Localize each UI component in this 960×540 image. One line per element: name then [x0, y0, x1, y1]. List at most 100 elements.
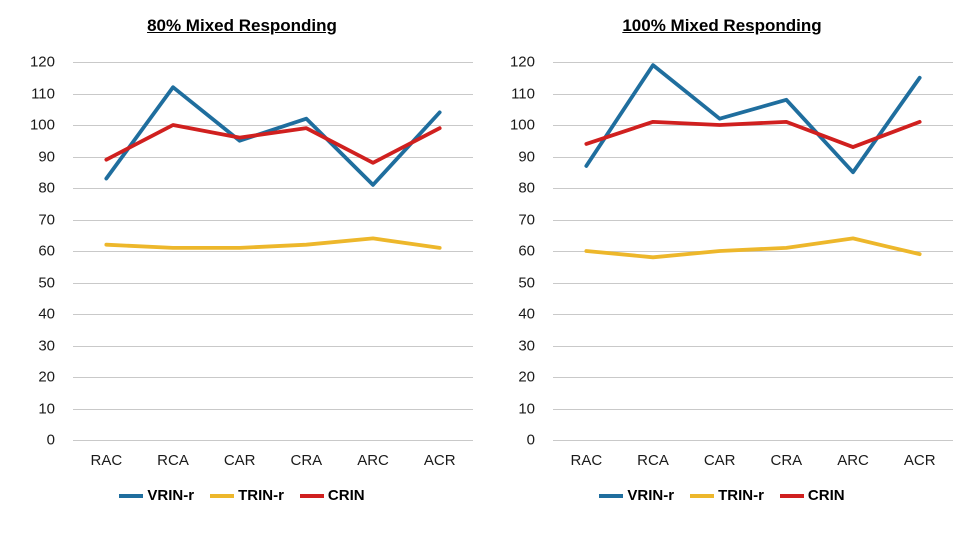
legend-item-trin-r: TRIN-r	[690, 487, 764, 504]
gridline	[553, 282, 953, 284]
y-axis-tick-labels: 0 10 20 30 40 50 60 70 80 90 100 110 120	[6, 54, 55, 449]
legend-item-trin-r: TRIN-r	[210, 487, 284, 504]
legend-line-swatch	[779, 493, 804, 498]
chart-80-percent-mixed-responding: 80% Mixed Responding 0 10 20 30 40 50 60 70 80 90…	[6, 0, 478, 540]
chart-title: 80% Mixed Responding	[147, 16, 337, 35]
x-axis-tick-labels: RAC RCA CAR CRA ARC ACR	[553, 452, 953, 469]
chart-title: 100% Mixed Responding	[622, 16, 822, 35]
gridline	[553, 345, 953, 347]
gridline	[553, 93, 953, 95]
gridline	[73, 125, 473, 126]
y-tick-label: 10	[38, 400, 55, 417]
legend-label: VRIN-r	[147, 487, 195, 504]
legend-label: CRIN	[807, 487, 845, 504]
gridline	[553, 408, 953, 410]
y-tick-label: 20	[38, 368, 55, 386]
series-line-vrin-r	[584, 63, 922, 175]
y-tick-label: 20	[518, 368, 535, 386]
gridline	[73, 377, 473, 378]
y-tick-label: 100	[29, 116, 55, 134]
legend: VRIN-r TRIN-r CRIN	[486, 487, 958, 504]
y-tick-label: 70	[518, 211, 535, 228]
gridline	[73, 282, 473, 284]
legend-line-swatch	[690, 493, 715, 498]
y-tick-label: 110	[31, 85, 55, 102]
gridline	[73, 62, 473, 63]
series-line-crin	[584, 119, 922, 149]
gridline	[553, 314, 953, 315]
legend-label: VRIN-r	[627, 487, 675, 504]
gridline	[553, 251, 953, 252]
gridline	[73, 219, 473, 221]
gridline	[553, 219, 953, 221]
gridline	[553, 62, 953, 63]
gridline	[553, 440, 953, 441]
x-tick-label: CRA	[290, 452, 323, 469]
x-tick-label: RAC	[90, 452, 123, 469]
gridline	[553, 377, 953, 378]
x-axis-tick-labels: RAC RCA CAR CRA ARC ACR	[73, 452, 473, 469]
x-tick-label: CAR	[223, 452, 256, 469]
x-tick-label: ACR	[423, 452, 456, 469]
legend-label: CRIN	[327, 487, 365, 504]
y-tick-label: 10	[518, 400, 535, 417]
y-tick-label: 50	[518, 274, 535, 291]
x-tick-label: RAC	[570, 452, 603, 469]
series-line-vrin-r	[104, 85, 442, 187]
y-tick-label: 60	[518, 242, 535, 260]
x-tick-label: RCA	[157, 452, 189, 469]
legend-label: TRIN-r	[238, 487, 284, 504]
legend-line-swatch	[210, 493, 235, 498]
gridline	[73, 188, 473, 189]
y-tick-label: 80	[518, 179, 535, 197]
y-tick-label: 70	[38, 211, 55, 228]
y-tick-label: 90	[518, 148, 535, 165]
gridline	[73, 408, 473, 410]
legend-line-swatch	[299, 493, 324, 498]
x-tick-label: ACR	[903, 452, 936, 469]
legend-item-vrin-r: VRIN-r	[119, 487, 194, 504]
y-tick-label: 30	[518, 337, 535, 354]
x-tick-label: CAR	[703, 452, 736, 469]
gridline	[73, 345, 473, 347]
legend-line-swatch	[119, 493, 144, 498]
series-lines	[584, 63, 922, 260]
legend-item-vrin-r: VRIN-r	[599, 487, 674, 504]
series-line-crin	[104, 123, 442, 165]
series-lines	[104, 85, 442, 250]
series-line-trin-r	[584, 236, 922, 260]
gridline	[553, 156, 953, 158]
legend-line-swatch	[599, 493, 624, 498]
y-tick-label: 60	[38, 242, 55, 260]
legend: VRIN-r TRIN-r CRIN	[6, 487, 478, 504]
y-tick-label: 110	[511, 85, 535, 102]
plot-area	[553, 62, 953, 441]
gridline	[73, 440, 473, 441]
gridline	[553, 125, 953, 126]
y-tick-label: 0	[46, 431, 55, 449]
y-tick-label: 100	[509, 116, 535, 134]
y-tick-label: 120	[29, 53, 55, 71]
plot-area	[73, 62, 473, 441]
x-tick-label: ARC	[357, 452, 389, 469]
legend-label: TRIN-r	[718, 487, 764, 504]
chart-100-percent-mixed-responding: 100% Mixed Responding 0 10 20 30 40 50 60 70 80 9…	[486, 0, 958, 540]
gridline	[73, 156, 473, 158]
gridline	[553, 188, 953, 189]
gridline	[73, 314, 473, 315]
y-tick-label: 40	[38, 305, 55, 323]
legend-item-crin: CRIN	[779, 487, 845, 504]
y-axis-tick-labels: 0 10 20 30 40 50 60 70 80 90 100 110 120	[486, 54, 535, 449]
x-tick-label: CRA	[770, 452, 803, 469]
y-tick-label: 90	[38, 148, 55, 165]
legend-item-crin: CRIN	[299, 487, 365, 504]
y-tick-label: 0	[526, 431, 535, 449]
y-tick-label: 30	[38, 337, 55, 354]
y-tick-label: 120	[509, 53, 535, 71]
y-tick-label: 40	[518, 305, 535, 323]
gridline	[73, 251, 473, 252]
x-tick-label: ARC	[837, 452, 869, 469]
x-tick-label: RCA	[637, 452, 669, 469]
gridline	[73, 93, 473, 95]
